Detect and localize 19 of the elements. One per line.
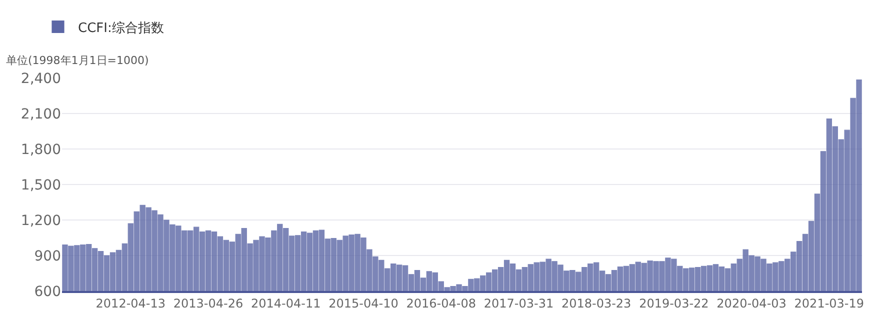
x-tick-label: 2020-04-03	[716, 296, 786, 310]
y-tick-label: 1,800	[20, 142, 61, 158]
y-axis-title: 单位(1998年1月1日=1000)	[6, 54, 149, 67]
x-tick-label: 2021-03-19	[794, 296, 864, 310]
x-tick-label: 2012-04-13	[96, 296, 166, 310]
y-tick-label: 900	[34, 248, 61, 264]
x-tick-label: 2017-03-31	[484, 296, 554, 310]
y-tick-label: 2,100	[20, 106, 61, 122]
x-tick-label: 2013-04-26	[173, 296, 244, 310]
y-tick-label: 1,200	[20, 212, 61, 229]
legend-label: CCFI:综合指数	[78, 20, 164, 36]
x-tick-label: 2018-03-23	[561, 296, 632, 310]
x-tick-label: 2016-04-08	[406, 296, 476, 310]
y-tick-label: 600	[34, 284, 61, 300]
x-tick-label: 2019-03-22	[639, 296, 709, 310]
y-tick-label: 2,400	[20, 70, 61, 87]
y-tick-label: 1,500	[20, 177, 61, 194]
x-tick-label: 2014-04-11	[251, 296, 321, 310]
x-tick-label: 2015-04-10	[328, 296, 398, 310]
